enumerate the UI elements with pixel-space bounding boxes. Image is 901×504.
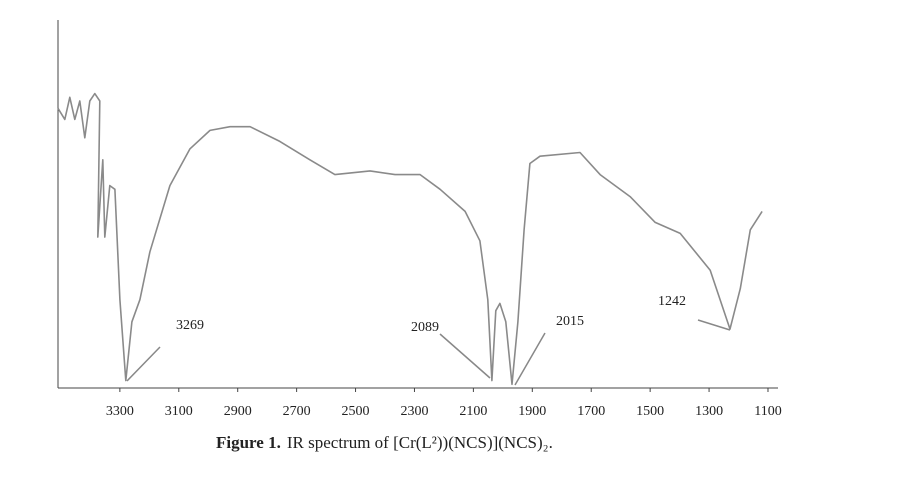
x-tick-label: 1300: [695, 404, 723, 419]
leader-line: [126, 346, 161, 382]
caption-label: Figure 1.: [216, 433, 281, 452]
x-tick-label: 2900: [224, 404, 252, 419]
x-tick-label: 3300: [106, 404, 134, 419]
leader-line: [514, 332, 546, 386]
x-tick-label: 2100: [459, 404, 487, 419]
peak-label: 1242: [658, 294, 686, 309]
peak-label: 3269: [176, 318, 204, 333]
x-tick-label: 2700: [283, 404, 311, 419]
caption: Figure 1. IR spectrum of [Cr(L²))(NCS)](N…: [216, 433, 553, 452]
x-tick-label: 1100: [754, 404, 781, 419]
leader-line: [439, 333, 491, 379]
peak-label: 2015: [556, 314, 584, 329]
peak-label: 2089: [411, 320, 439, 335]
x-tick-label: 1500: [636, 404, 664, 419]
x-tick-label: 2500: [342, 404, 370, 419]
x-tick-label: 1700: [577, 404, 605, 419]
leader-line: [697, 319, 731, 331]
caption-text: IR spectrum of [Cr(L²))(NCS)](NCS)₂.: [287, 433, 553, 452]
x-tick-label: 3100: [165, 404, 193, 419]
spectrum-line: [57, 92, 763, 386]
x-tick-label: 2300: [400, 404, 428, 419]
x-tick-label: 1900: [518, 404, 546, 419]
